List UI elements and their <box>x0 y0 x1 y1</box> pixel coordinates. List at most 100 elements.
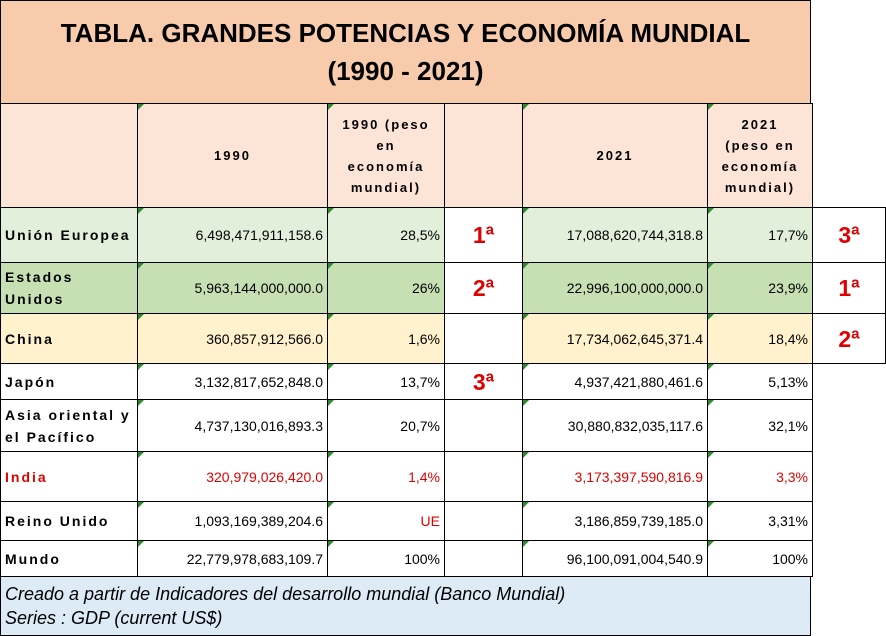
value-cell: 32,1% <box>707 399 813 452</box>
header-cell-text: 1990 <box>214 148 251 163</box>
value-cell-text: 3,173,397,590,816.9 <box>574 468 703 485</box>
value-cell: 1,4% <box>327 451 445 502</box>
title-line: (1990 - 2021) <box>327 56 484 86</box>
rank-cell <box>444 399 523 452</box>
rank-cell: 2ª <box>812 313 886 364</box>
rank-cell: 1ª <box>444 207 523 263</box>
value-cell-text: 3,3% <box>776 468 808 485</box>
value-cell: 4,737,130,016,893.3 <box>137 399 328 452</box>
rank-cell-text: 1ª <box>472 222 495 248</box>
header-cell: 1990 <box>137 103 328 208</box>
rank-cell-text: 2ª <box>472 275 495 301</box>
value-cell-text: 320,979,026,420.0 <box>206 468 323 485</box>
value-cell: 5,13% <box>707 363 813 400</box>
value-cell-text: 20,7% <box>400 417 440 434</box>
value-cell-text: 4,937,421,880,461.6 <box>574 373 703 390</box>
value-cell-text: 23,9% <box>768 280 808 296</box>
value-cell-text: 6,498,471,911,158.6 <box>195 227 323 243</box>
footer-line: Series : GDP (current US$) <box>5 608 223 628</box>
rank-cell-text: 2ª <box>838 325 860 352</box>
value-cell-text: 32,1% <box>768 417 808 434</box>
value-cell: 100% <box>327 540 445 577</box>
rank-cell-text: 1ª <box>838 275 860 301</box>
row-name: Japón <box>0 363 138 400</box>
rank-cell-text: 3ª <box>472 368 495 395</box>
value-cell: 30,880,832,035,117.6 <box>522 399 708 452</box>
rank-cell <box>444 501 523 541</box>
value-cell-text: 1,093,169,389,204.6 <box>194 513 323 529</box>
value-cell-text: 100% <box>404 550 440 567</box>
header-cell: 2021 (peso en economía mundial) <box>707 103 813 208</box>
rank-cell <box>444 451 523 502</box>
row-name-text: Unión Europea <box>5 227 131 243</box>
value-cell-text: 28,5% <box>400 227 440 243</box>
header-cell <box>444 103 523 208</box>
value-cell-text: 26% <box>411 280 440 296</box>
value-cell-text: 17,734,062,645,371.4 <box>566 330 703 347</box>
value-cell: 1,093,169,389,204.6 <box>137 501 328 541</box>
value-cell-text: 18,4% <box>768 330 808 347</box>
row-name-text: China <box>5 330 54 347</box>
value-cell: UE <box>327 501 445 541</box>
rank-cell: 3ª <box>444 363 523 400</box>
value-cell-text: 1,4% <box>408 468 440 485</box>
value-cell-text: 5,13% <box>768 373 808 390</box>
value-cell: 320,979,026,420.0 <box>137 451 328 502</box>
value-cell-text: 22,779,978,683,109.7 <box>186 550 323 567</box>
value-cell-text: 96,100,091,004,540.9 <box>566 550 703 567</box>
row-name: India <box>0 451 138 502</box>
header-cell-text: 1990 (peso en economía mundial) <box>342 116 430 195</box>
row-name-text: Japón <box>5 373 57 390</box>
value-cell-text: 4,737,130,016,893.3 <box>194 417 323 434</box>
title: TABLA. GRANDES POTENCIAS Y ECONOMÍA MUND… <box>0 0 811 104</box>
value-cell-text: UE <box>420 513 440 529</box>
footer-line: Creado a partir de Indicadores del desar… <box>5 584 566 604</box>
rank-cell: 1ª <box>812 262 886 314</box>
value-cell-text: 22,996,100,000,000.0 <box>566 280 703 296</box>
header-cell <box>0 103 138 208</box>
header-cell-text: 2021 (peso en economía mundial) <box>721 116 799 195</box>
value-cell: 3,31% <box>707 501 813 541</box>
value-cell: 3,3% <box>707 451 813 502</box>
value-cell-text: 30,880,832,035,117.6 <box>567 417 703 434</box>
value-cell-text: 3,186,859,739,185.0 <box>574 513 703 529</box>
header-cell-text: 2021 <box>596 148 634 163</box>
value-cell: 23,9% <box>707 262 813 314</box>
value-cell: 100% <box>707 540 813 577</box>
value-cell-text: 360,857,912,566.0 <box>206 330 323 347</box>
value-cell: 3,186,859,739,185.0 <box>522 501 708 541</box>
row-name: Mundo <box>0 540 138 577</box>
value-cell: 26% <box>327 262 445 314</box>
value-cell-text: 17,088,620,744,318.8 <box>566 227 703 243</box>
row-name: Asia oriental y el Pacífico <box>0 399 138 452</box>
value-cell: 22,996,100,000,000.0 <box>522 262 708 314</box>
value-cell-text: 5,963,144,000,000.0 <box>194 280 323 296</box>
value-cell: 4,937,421,880,461.6 <box>522 363 708 400</box>
row-name: China <box>0 313 138 364</box>
row-name-text: Estados Unidos <box>5 269 74 307</box>
value-cell: 5,963,144,000,000.0 <box>137 262 328 314</box>
value-cell-text: 3,31% <box>768 513 808 529</box>
footer: Creado a partir de Indicadores del desar… <box>0 576 811 636</box>
value-cell: 17,088,620,744,318.8 <box>522 207 708 263</box>
row-name-text: India <box>5 468 48 485</box>
value-cell-text: 13,7% <box>400 373 440 390</box>
value-cell: 17,734,062,645,371.4 <box>522 313 708 364</box>
row-name: Reino Unido <box>0 501 138 541</box>
rank-cell <box>444 540 523 577</box>
rank-cell: 3ª <box>812 207 886 263</box>
value-cell: 13,7% <box>327 363 445 400</box>
value-cell-text: 1,6% <box>408 330 440 347</box>
value-cell: 3,173,397,590,816.9 <box>522 451 708 502</box>
value-cell-text: 17,7% <box>768 227 808 243</box>
title-line: TABLA. GRANDES POTENCIAS Y ECONOMÍA MUND… <box>60 18 751 48</box>
row-name-text: Asia oriental y el Pacífico <box>5 406 131 445</box>
row-name: Unión Europea <box>0 207 138 263</box>
value-cell: 360,857,912,566.0 <box>137 313 328 364</box>
value-cell: 28,5% <box>327 207 445 263</box>
value-cell: 1,6% <box>327 313 445 364</box>
value-cell: 96,100,091,004,540.9 <box>522 540 708 577</box>
row-name-text: Mundo <box>5 550 61 567</box>
row-name-text: Reino Unido <box>5 513 110 529</box>
